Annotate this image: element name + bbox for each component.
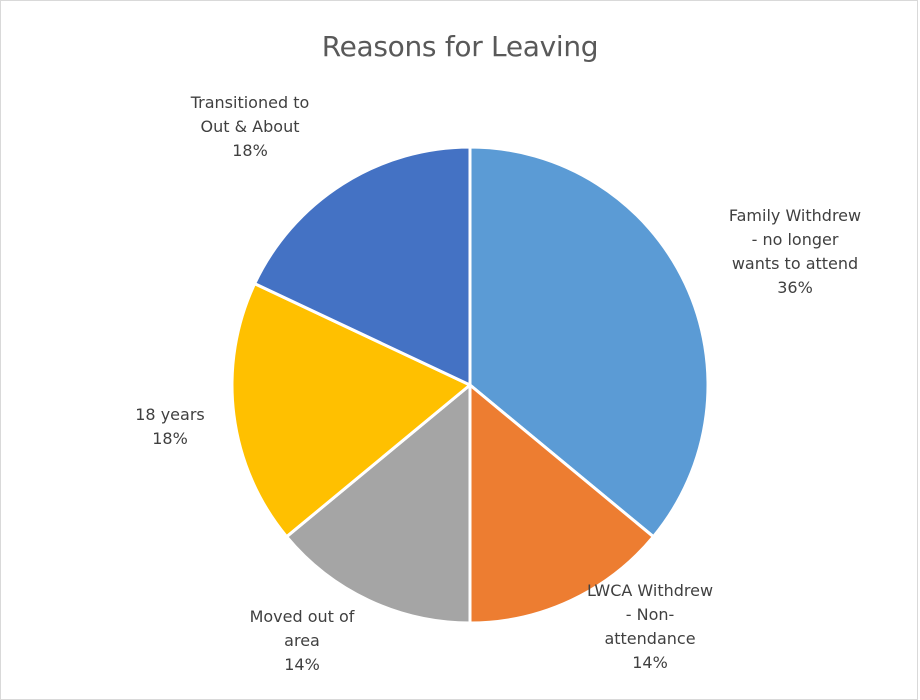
data-label-text: Family Withdrew <box>729 206 861 225</box>
data-label-text: LWCA Withdrew <box>587 581 713 600</box>
data-label-text: wants to attend <box>732 254 858 273</box>
data-label-lwca-withdrew: LWCA Withdrew - Non-attendance 14% <box>587 581 713 672</box>
data-label-moved-out-of-area: Moved out of area 14% <box>250 607 355 674</box>
pie-slice-lwca-withdrew <box>468 383 655 625</box>
data-label-value: 36% <box>777 278 813 297</box>
data-label-value: 18% <box>152 429 188 448</box>
data-label-text: attendance <box>604 629 695 648</box>
pie-slice-transitioned <box>253 145 472 387</box>
data-label-text: Out & About <box>201 117 300 136</box>
data-label-text: - no longer <box>752 230 839 249</box>
data-label-value: 14% <box>284 655 320 674</box>
data-label-transitioned: Transitioned to Out & About 18% <box>190 93 310 160</box>
pie-slice-moved-out-of-area <box>285 383 472 625</box>
data-label-value: 18% <box>232 141 268 160</box>
data-label-text: Moved out of <box>250 607 355 626</box>
data-label-value: 14% <box>632 653 668 672</box>
data-label-family-withdrew: Family Withdrew - no longer wants to atten… <box>729 206 861 297</box>
pie-slice-family-withdrew <box>468 145 710 539</box>
data-label-text: - Non- <box>626 605 675 624</box>
chart-title: Reasons for Leaving <box>321 30 599 63</box>
data-label-text: Transitioned to <box>190 93 310 112</box>
data-label-18-years: 18 years 18% <box>135 405 204 448</box>
data-label-text: area <box>284 631 320 650</box>
data-label-text: 18 years <box>135 405 204 424</box>
pie-slice-18-years <box>230 282 472 539</box>
